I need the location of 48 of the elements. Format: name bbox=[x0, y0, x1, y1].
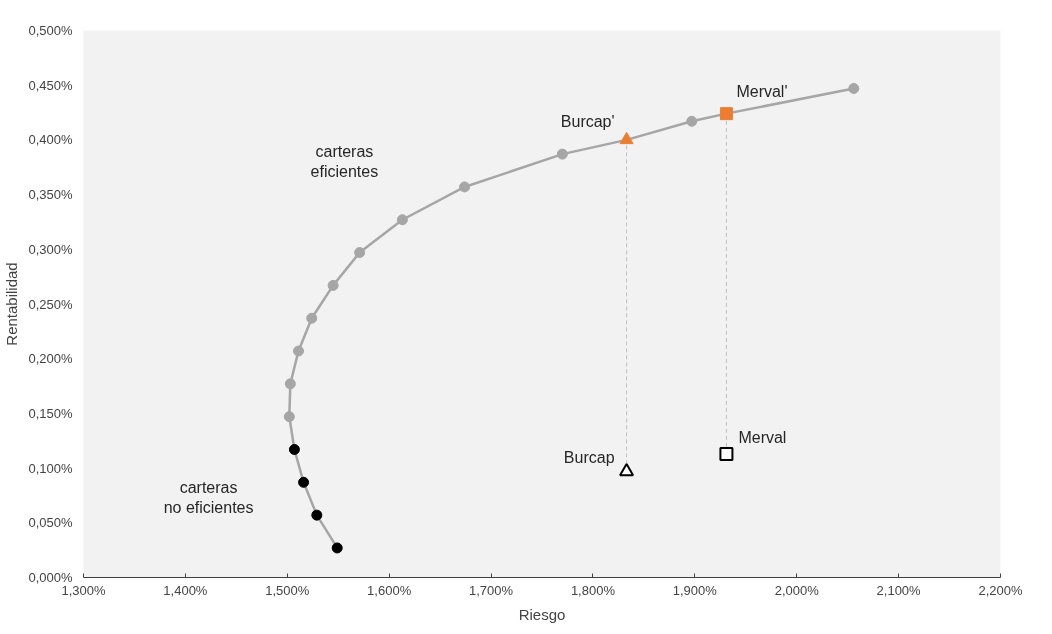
series-label: Burcap' bbox=[560, 113, 615, 131]
y-tick-label: 0,250% bbox=[28, 296, 73, 312]
x-tick-label: 1,300% bbox=[61, 582, 106, 598]
x-tick-label: 2,000% bbox=[774, 582, 820, 598]
y-tick-label: 0,000% bbox=[28, 570, 73, 585]
y-tick-label: 0,300% bbox=[28, 241, 73, 257]
y-tick-label: 0,450% bbox=[28, 77, 73, 93]
point bbox=[459, 181, 471, 193]
point bbox=[354, 247, 366, 259]
text: carteras eficientes bbox=[310, 143, 379, 181]
x-tick-label: 2,200% bbox=[978, 582, 1023, 598]
point bbox=[619, 131, 634, 145]
point bbox=[719, 107, 733, 121]
x-tick-label: 1,600% bbox=[367, 582, 412, 598]
y-tick-label: 0,400% bbox=[28, 132, 73, 148]
text: carteras no eficientes bbox=[163, 478, 254, 517]
point bbox=[719, 446, 734, 461]
y-tick-label: 0,150% bbox=[28, 405, 73, 421]
x-tick-label: 1,800% bbox=[570, 582, 616, 598]
y-tick-label: 0,100% bbox=[28, 460, 73, 476]
point bbox=[288, 444, 300, 455]
point bbox=[283, 411, 295, 423]
x-tick-label: 1,900% bbox=[672, 582, 718, 598]
series-label: Merval' bbox=[736, 83, 788, 101]
point bbox=[396, 214, 408, 226]
point bbox=[848, 82, 860, 94]
point bbox=[306, 312, 318, 324]
series-label: Merval bbox=[738, 429, 787, 447]
y-axis-title: Rentabilidad bbox=[3, 262, 21, 346]
y-tick-label: 0,350% bbox=[28, 187, 73, 203]
x-tick-label: 1,400% bbox=[163, 582, 208, 598]
point bbox=[619, 462, 635, 477]
point bbox=[292, 345, 304, 357]
y-tick-label: 0,500% bbox=[28, 23, 73, 38]
x-tick-label: 1,700% bbox=[469, 582, 514, 598]
x-tick-label: 2,100% bbox=[876, 582, 922, 598]
point bbox=[327, 279, 339, 291]
y-tick-label: 0,200% bbox=[28, 351, 73, 367]
point bbox=[556, 148, 568, 160]
point bbox=[311, 509, 323, 521]
x-axis-title: Riesgo bbox=[518, 605, 566, 623]
series-label: Burcap bbox=[563, 448, 615, 466]
point bbox=[686, 115, 698, 127]
point bbox=[331, 542, 343, 554]
y-tick-label: 0,050% bbox=[28, 515, 73, 531]
x-tick-label: 1,500% bbox=[265, 582, 310, 598]
point bbox=[298, 476, 310, 488]
point bbox=[284, 378, 296, 390]
